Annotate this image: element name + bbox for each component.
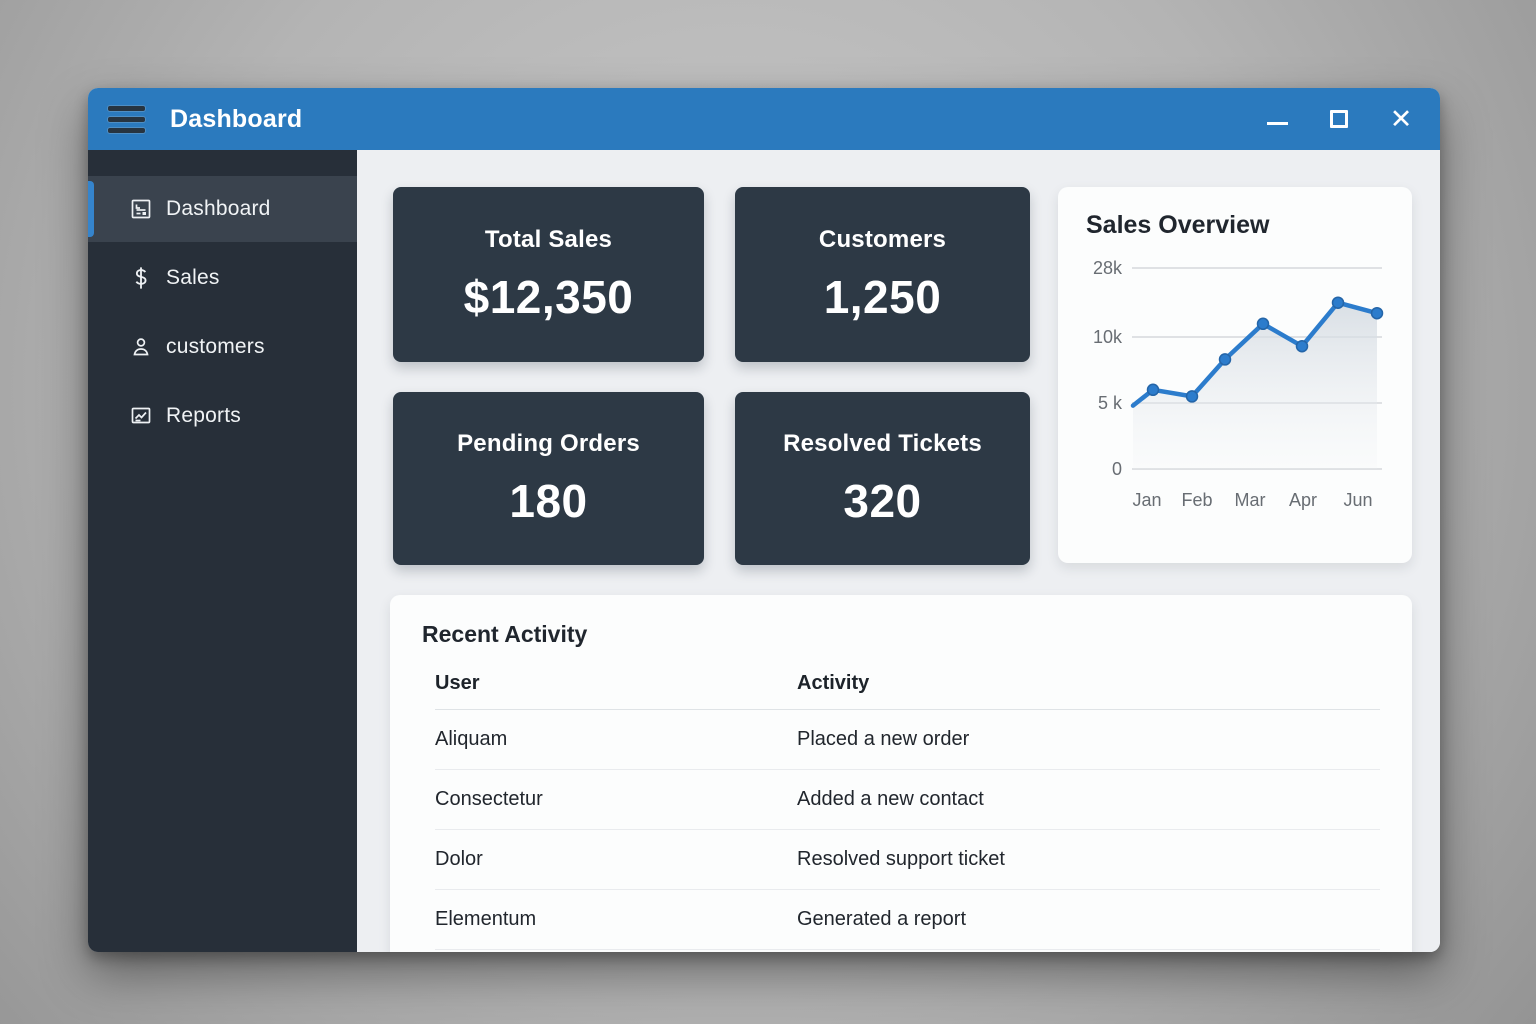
stat-card-total-sales: Total Sales $12,350 (393, 187, 704, 362)
titlebar: Dashboard ✕ (88, 88, 1440, 150)
svg-text:Jan: Jan (1132, 490, 1161, 510)
sidebar-item-sales[interactable]: Sales (88, 245, 357, 311)
window-controls: ✕ (1246, 88, 1432, 150)
hamburger-menu-button[interactable] (96, 96, 156, 142)
sidebar-item-label: customers (166, 335, 265, 358)
dashboard-icon (126, 194, 156, 224)
app-window: Dashboard ✕ Da (88, 88, 1440, 952)
sidebar-item-label: Sales (166, 266, 220, 289)
window-title: Dashboard (170, 104, 303, 133)
table-row: Consectetur Added a new contact (435, 770, 1380, 830)
stat-label: Customers (818, 225, 947, 253)
stat-value: 1,250 (823, 270, 942, 323)
user-cell: Dolor (435, 848, 483, 870)
table-row: Elementum Generated a report (435, 890, 1380, 950)
svg-text:10k: 10k (1093, 327, 1123, 347)
activity-cell: Added a new contact (797, 788, 984, 810)
stat-value: $12,350 (463, 270, 634, 323)
table-row: Dolor Resolved support ticket (435, 830, 1380, 890)
stat-card-customers: Customers 1,250 (735, 187, 1030, 362)
sales-overview-card: 28k 10k 5 k 0 Jan Feb Mar Apr Jun Sales Overview (1058, 187, 1412, 563)
sidebar-item-dashboard[interactable]: Dashboard (88, 176, 357, 242)
activity-cell: Generated a report (797, 908, 966, 930)
svg-text:Jun: Jun (1343, 490, 1372, 510)
recent-activity-card: Recent Activity User Activity Aliquam Pl… (390, 595, 1412, 952)
hamburger-icon (107, 127, 145, 133)
svg-text:0: 0 (1112, 459, 1122, 479)
stat-label: Pending Orders (457, 429, 640, 457)
close-button[interactable]: ✕ (1370, 88, 1432, 150)
stat-label: Total Sales (484, 225, 613, 253)
stat-card-pending-orders: Pending Orders 180 (393, 392, 704, 565)
stat-value: 320 (843, 474, 922, 527)
stat-label: Resolved Tickets (783, 429, 982, 457)
report-icon (126, 401, 156, 431)
table-header-row: User Activity (435, 658, 1380, 710)
svg-text:28k: 28k (1093, 258, 1123, 278)
svg-text:5 k: 5 k (1098, 393, 1123, 413)
maximize-button[interactable] (1308, 88, 1370, 150)
sidebar-item-label: Reports (166, 404, 241, 427)
chart-title: Sales Overview (1086, 211, 1270, 239)
dollar-icon (126, 263, 156, 293)
column-header-activity: Activity (797, 672, 870, 694)
user-cell: Elementum (435, 908, 537, 930)
user-cell: Aliquam (435, 728, 508, 750)
main-content: Total Sales $12,350 Customers 1,250 Pend… (357, 150, 1440, 952)
sidebar: Dashboard Sales customers (88, 150, 357, 952)
maximize-icon (1330, 110, 1348, 128)
sidebar-item-customers[interactable]: customers (88, 314, 357, 380)
sales-chart: 28k 10k 5 k 0 Jan Feb Mar Apr Jun (1093, 258, 1384, 510)
sidebar-item-reports[interactable]: Reports (88, 383, 357, 449)
user-cell: Consectetur (435, 788, 543, 810)
close-icon: ✕ (1389, 103, 1413, 134)
activity-cell: Placed a new order (797, 728, 970, 750)
stat-card-resolved-tickets: Resolved Tickets 320 (735, 392, 1030, 565)
stat-value: 180 (509, 474, 588, 527)
svg-text:Apr: Apr (1289, 490, 1317, 510)
person-icon (126, 332, 156, 362)
recent-activity-title: Recent Activity (422, 621, 588, 647)
svg-text:Feb: Feb (1181, 490, 1212, 510)
table-row: Aliquam Placed a new order (435, 710, 1380, 770)
hamburger-icon (107, 116, 145, 122)
minimize-icon (1266, 121, 1288, 125)
svg-text:Mar: Mar (1235, 490, 1266, 510)
activity-cell: Resolved support ticket (797, 848, 1005, 870)
hamburger-icon (107, 105, 145, 111)
sidebar-item-label: Dashboard (166, 197, 271, 220)
column-header-user: User (435, 672, 480, 694)
minimize-button[interactable] (1246, 88, 1308, 150)
activity-table: User Activity Aliquam Placed a new order… (435, 658, 1380, 950)
